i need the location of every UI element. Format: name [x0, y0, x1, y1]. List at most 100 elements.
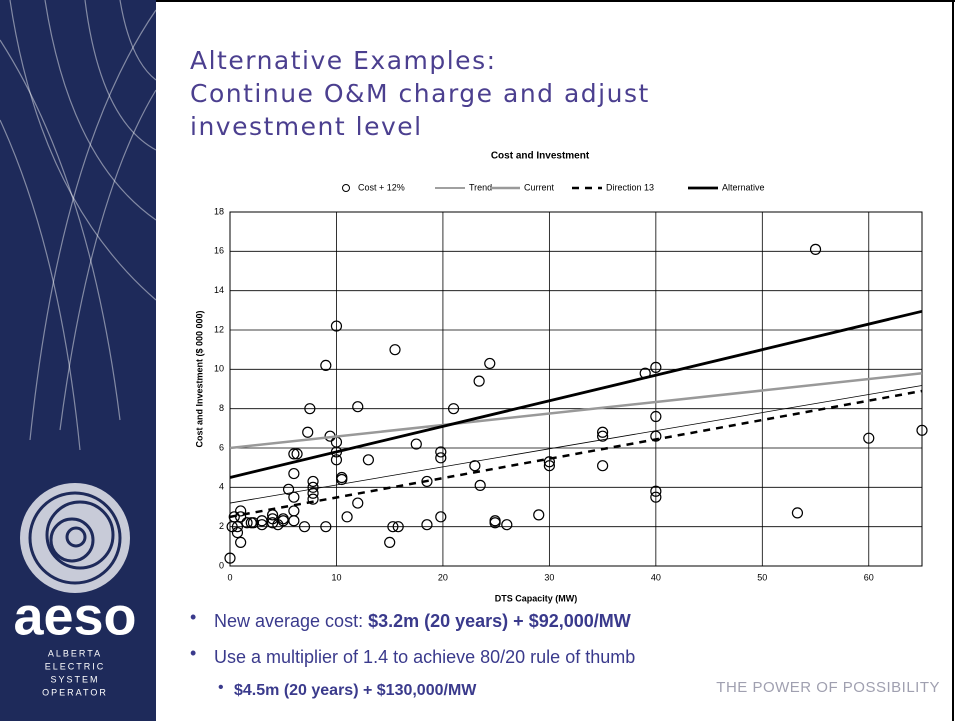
y-tick-label: 0	[219, 560, 224, 570]
slide-title: investment level	[190, 112, 423, 141]
bullet-plain: Use a multiplier of 1.4 to achieve 80/20…	[214, 647, 635, 667]
data-point	[435, 452, 447, 464]
data-point	[484, 357, 496, 370]
y-axis-label: Cost and Investment ($ 000 000)	[194, 310, 204, 447]
data-point	[241, 517, 253, 529]
trend-line	[229, 372, 923, 450]
x-tick-label: 60	[864, 572, 874, 582]
data-point	[288, 448, 300, 460]
logo-line: ALBERTA	[48, 648, 102, 658]
data-point	[247, 517, 260, 529]
data-point	[362, 454, 374, 466]
data-point	[392, 521, 404, 533]
y-tick-label: 6	[219, 442, 224, 452]
data-point	[421, 519, 433, 531]
data-point	[597, 430, 609, 442]
data-point	[307, 493, 319, 505]
sub-bullet-dot: •	[218, 679, 224, 696]
data-point	[435, 446, 447, 458]
legend-label: Alternative	[722, 182, 765, 192]
data-point	[501, 519, 513, 531]
data-point	[298, 521, 311, 533]
y-tick-label: 14	[214, 285, 224, 295]
data-point	[791, 507, 804, 519]
slide-title: Continue O&M charge and adjust	[190, 79, 650, 108]
bullet-dot: •	[190, 607, 196, 627]
data-point	[302, 426, 314, 438]
data-point	[916, 424, 928, 436]
logo-line: OPERATOR	[42, 687, 108, 697]
chart-title: Cost and Investment	[491, 151, 590, 162]
sidebar-bg	[0, 0, 156, 721]
x-tick-label: 50	[757, 572, 767, 582]
data-point	[330, 454, 343, 466]
logo-swirl	[28, 491, 122, 585]
y-tick-label: 8	[219, 403, 224, 413]
y-tick-label: 16	[214, 246, 224, 256]
data-point	[650, 430, 662, 442]
data-point	[282, 483, 295, 495]
x-tick-label: 10	[331, 572, 341, 582]
legend-label: Direction 13	[606, 182, 654, 192]
y-tick-label: 4	[219, 482, 224, 492]
data-point	[307, 487, 319, 499]
data-point	[543, 460, 555, 472]
data-point	[330, 320, 343, 332]
y-tick-label: 12	[214, 324, 224, 334]
data-point	[288, 515, 300, 527]
data-point	[473, 375, 485, 387]
data-point	[469, 460, 481, 472]
data-point	[410, 438, 422, 450]
sub-bullet-text: $4.5m (20 years) + $130,000/MW	[234, 682, 477, 699]
x-tick-label: 30	[544, 572, 554, 582]
x-axis-label: DTS Capacity (MW)	[495, 593, 578, 603]
data-point	[320, 359, 332, 371]
logo-line: SYSTEM	[50, 674, 99, 684]
data-point	[341, 511, 353, 523]
trend-line	[229, 385, 923, 504]
data-point	[435, 511, 447, 523]
y-tick-label: 2	[219, 521, 224, 531]
legend-label: Trend	[469, 182, 492, 192]
data-point	[352, 401, 364, 413]
bullet-text: Use a multiplier of 1.4 to achieve 80/20…	[214, 647, 635, 667]
data-point	[474, 479, 486, 491]
data-point	[447, 403, 460, 415]
bullet-dot: •	[190, 643, 196, 663]
x-tick-label: 40	[651, 572, 661, 582]
data-point	[228, 511, 240, 523]
plot-border	[229, 211, 923, 567]
data-point	[266, 517, 279, 529]
trend-line	[229, 309, 923, 479]
data-point	[489, 517, 501, 529]
data-point	[304, 403, 316, 415]
data-point	[288, 467, 300, 480]
data-point	[231, 526, 244, 539]
x-tick-label: 20	[438, 572, 448, 582]
data-point	[809, 243, 822, 255]
data-point	[224, 552, 236, 564]
legend-label: Current	[524, 182, 555, 192]
y-tick-label: 10	[214, 364, 224, 374]
swirl-lines	[0, 0, 157, 451]
data-point	[863, 432, 875, 444]
data-point	[389, 344, 401, 356]
data-point	[231, 521, 244, 533]
data-point	[235, 505, 247, 517]
slide-title: Alternative Examples:	[190, 46, 497, 75]
x-tick-label: 0	[227, 572, 232, 582]
data-point	[352, 497, 364, 509]
logo-name: aeso	[13, 586, 136, 646]
data-point	[650, 491, 662, 503]
data-point	[320, 521, 332, 533]
data-point	[291, 448, 303, 460]
data-point	[650, 410, 662, 423]
data-point	[597, 426, 609, 438]
data-point	[307, 481, 319, 493]
tagline: THE POWER OF POSSIBILITY	[716, 679, 940, 696]
bullet-text: New average cost: $3.2m (20 years) + $92…	[214, 611, 631, 631]
data-point	[650, 361, 662, 373]
bullet-plain: New average cost:	[214, 611, 368, 631]
data-point	[307, 475, 319, 488]
